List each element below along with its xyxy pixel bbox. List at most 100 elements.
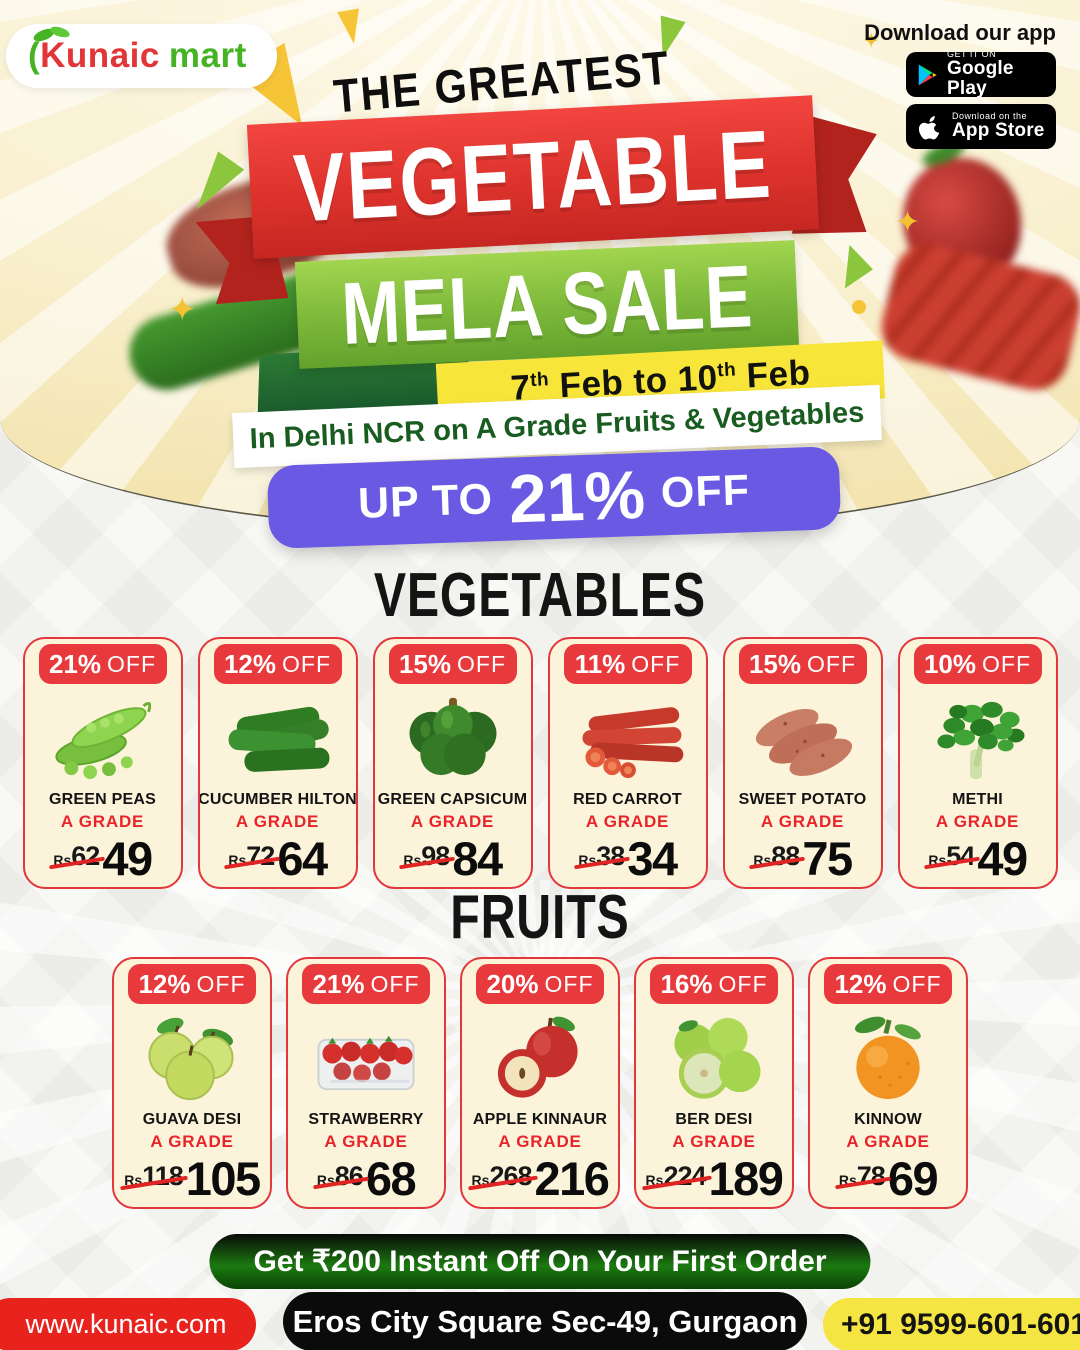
app-store-badge[interactable]: Download on the App Store (906, 104, 1056, 149)
product-name: GREEN PEAS (49, 791, 156, 808)
app-store-tagline: Download on the (952, 110, 1028, 121)
product-image (42, 689, 164, 789)
new-price: 69 (887, 1151, 939, 1205)
product-price: Rs38 34 (578, 831, 678, 885)
discount-off-label: OFF (370, 970, 420, 997)
discount-off-label: OFF (457, 650, 507, 677)
discount-off-label: OFF (196, 970, 246, 997)
vegetables-card-row: 21% OFF GREEN PEAS A GRADE Rs62 49 12% O… (0, 637, 1080, 889)
product-price: Rs54 49 (928, 831, 1028, 885)
logo-apple-mark: ( (28, 36, 41, 75)
product-name: GUAVA DESI (142, 1111, 242, 1128)
discount-off-label: OFF (631, 650, 681, 677)
discount-badge: 21% OFF (38, 644, 167, 684)
phone-number[interactable]: +91 9599-601-601 (823, 1298, 1080, 1350)
product-name: SWEET POTATO (738, 791, 867, 808)
store-address: Eros City Square Sec-49, Gurgaon (283, 1292, 807, 1350)
discount-badge: 12% OFF (128, 964, 256, 1004)
discount-percent: 15% (398, 648, 452, 679)
product-price: Rs62 49 (53, 834, 153, 881)
product-price: Rs86 68 (317, 1151, 417, 1205)
vegetables-section-title: VEGETABLES (373, 561, 707, 630)
discount-percent: 11% (574, 648, 626, 679)
old-price: Rs72 (228, 841, 275, 879)
product-image (392, 689, 514, 789)
product-name: CUCUMBER HILTON (198, 791, 357, 808)
offer-prefix: UP TO (357, 475, 494, 528)
product-grade: A GRADE (150, 1132, 234, 1151)
google-play-name: Google Play (947, 58, 1014, 100)
product-price: Rs118 105 (124, 1151, 261, 1205)
product-card: 11% OFF RED CARROT A GRADE Rs38 34 (547, 637, 708, 889)
app-store-name: App Store (952, 120, 1045, 142)
download-app-label: Download our app (864, 20, 1056, 45)
brand-name-primary: Kunaic (40, 36, 160, 75)
new-price: 64 (277, 831, 328, 885)
old-price: Rs62 (53, 841, 100, 879)
discount-off-label: OFF (718, 970, 768, 997)
discount-percent: 21% (48, 648, 102, 679)
product-image (827, 1009, 949, 1109)
product-grade: A GRADE (410, 812, 495, 831)
discount-badge: 15% OFF (738, 644, 867, 684)
discount-badge: 21% OFF (302, 964, 430, 1004)
headline-title: VEGETABLE (291, 110, 775, 243)
discount-badge: 12% OFF (213, 644, 342, 684)
product-card: 10% OFF METHI A GRADE Rs54 49 (897, 637, 1058, 889)
offer-amount: ₹200 (311, 1245, 381, 1278)
product-card: 21% OFF GREEN PEAS A GRADE Rs62 49 (22, 637, 183, 889)
discount-badge: 10% OFF (913, 644, 1042, 684)
product-card: 15% OFF GREEN CAPSICUM A GRADE Rs98 84 (372, 637, 533, 889)
old-price: Rs118 (124, 1161, 183, 1199)
website-link[interactable]: www.kunaic.com (0, 1298, 256, 1350)
product-card: 16% OFF BER DESI A GRADE Rs224 189 (634, 957, 794, 1209)
discount-off-label: OFF (807, 650, 857, 677)
product-image (742, 689, 864, 789)
new-price: 189 (708, 1151, 784, 1205)
old-price: Rs268 (472, 1161, 533, 1199)
offer-suffix: OFF (660, 466, 751, 518)
product-name: KINNOW (854, 1111, 922, 1128)
old-price: Rs78 (839, 1161, 886, 1199)
fruits-section-title: FRUITS (450, 883, 630, 952)
discount-percent: 12% (138, 968, 191, 999)
product-card: 12% OFF CUCUMBER HILTON A GRADE Rs72 64 (197, 637, 358, 889)
new-price: 49 (977, 831, 1028, 885)
old-price: Rs38 (578, 841, 625, 879)
product-image (305, 1009, 427, 1109)
discount-badge: 15% OFF (388, 644, 517, 684)
discount-off-label: OFF (282, 650, 332, 677)
product-grade: A GRADE (324, 1132, 408, 1151)
product-name: METHI (952, 791, 1003, 808)
product-image (217, 689, 339, 789)
headline-subtitle: MELA SALE (339, 245, 755, 363)
product-image (479, 1009, 601, 1109)
product-card: 12% OFF GUAVA DESI A GRADE Rs118 105 (112, 957, 272, 1209)
product-image (567, 689, 689, 789)
discount-percent: 21% (312, 968, 365, 999)
product-price: Rs224 189 (646, 1151, 784, 1205)
product-price: Rs268 216 (472, 1151, 610, 1205)
new-price: 105 (185, 1151, 261, 1205)
google-play-badge[interactable]: GET IT ON Google Play (906, 49, 1056, 100)
product-image (131, 1009, 253, 1109)
product-card: 21% OFF STRAWBERRY A GRADE Rs86 68 (286, 957, 446, 1209)
product-grade: A GRADE (60, 812, 145, 831)
product-card: 12% OFF KINNOW A GRADE Rs78 69 (808, 957, 968, 1209)
new-price: 34 (627, 831, 678, 885)
logo-leaves-icon (30, 23, 74, 43)
discount-off-label: OFF (544, 970, 594, 997)
discount-percent: 15% (748, 648, 802, 679)
new-price: 68 (365, 1151, 417, 1205)
discount-badge: 20% OFF (476, 964, 604, 1004)
product-grade: A GRADE (235, 812, 320, 831)
product-name: BER DESI (675, 1111, 753, 1128)
discount-percent: 12% (834, 968, 887, 999)
discount-badge: 12% OFF (824, 964, 952, 1004)
new-price: 216 (534, 1151, 610, 1205)
new-price: 84 (452, 831, 503, 885)
discount-badge: 16% OFF (650, 964, 778, 1004)
product-image (917, 689, 1039, 789)
first-order-offer-banner: Get ₹200 Instant Off On Your First Order (209, 1234, 871, 1289)
